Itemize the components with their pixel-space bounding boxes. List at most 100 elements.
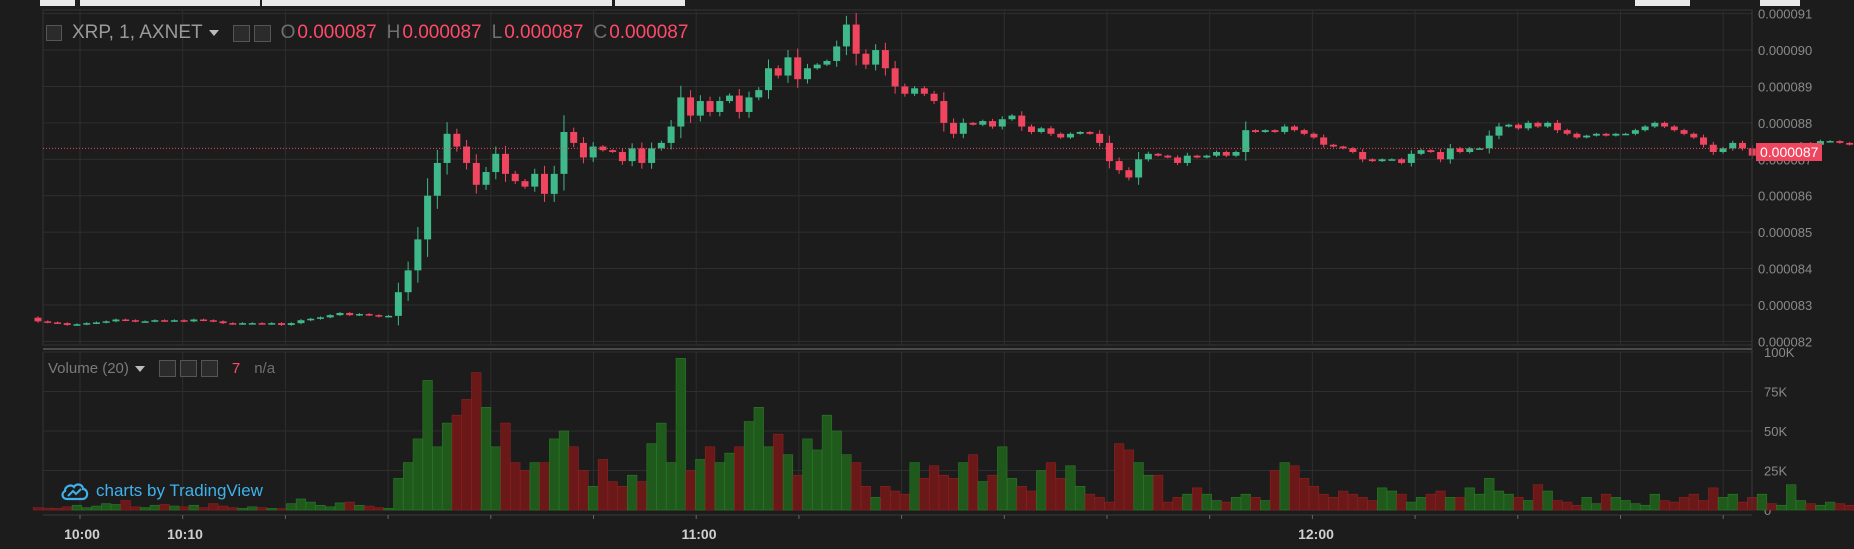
candle-body — [365, 314, 373, 316]
chevron-down-icon[interactable] — [208, 30, 219, 36]
candle-body — [122, 319, 130, 322]
volume-bar — [334, 502, 346, 511]
volume-bar — [1708, 487, 1719, 511]
top-toolbar-tab[interactable] — [40, 0, 75, 6]
volume-bar — [325, 506, 336, 511]
tradingview-branding[interactable]: charts by TradingView — [60, 480, 263, 502]
volume-bar — [549, 438, 560, 511]
candle-body — [550, 173, 558, 194]
volume-label[interactable]: Volume (20) — [48, 360, 129, 377]
open-symbol: O — [280, 22, 296, 43]
gear-icon[interactable] — [253, 24, 271, 42]
candle-body — [1096, 133, 1104, 143]
candle-body — [414, 239, 422, 271]
candle-body — [1066, 133, 1074, 138]
candle-body — [1203, 155, 1211, 158]
volume-bar — [110, 504, 122, 511]
volume-bar — [578, 470, 589, 511]
candle-body — [502, 153, 510, 174]
volume-bar — [247, 506, 258, 511]
volume-bar — [451, 414, 462, 511]
volume-bar — [909, 462, 920, 511]
volume-bar — [373, 507, 385, 511]
volume-bar — [227, 507, 238, 511]
candle-body — [599, 146, 607, 151]
close-icon[interactable] — [200, 360, 218, 377]
top-toolbar-strip — [80, 0, 260, 6]
candle-body — [1242, 130, 1250, 153]
volume-bar — [1279, 462, 1290, 511]
volume-bar — [1406, 501, 1417, 511]
volume-bar — [1065, 465, 1076, 511]
candle-body — [998, 119, 1006, 127]
candle-body — [73, 324, 81, 326]
volume-bar — [91, 505, 102, 511]
candle-body — [579, 142, 587, 158]
chevron-down-icon[interactable] — [134, 365, 145, 372]
volume-bar — [870, 497, 881, 511]
top-toolbar-strip — [1760, 0, 1800, 6]
candle-body — [794, 57, 802, 80]
x-tick-label: 11:00 — [681, 526, 716, 542]
candle-body — [687, 97, 695, 116]
volume-bar — [1221, 501, 1232, 511]
candle-body — [1047, 128, 1055, 134]
volume-bar — [1688, 493, 1699, 511]
volume-bar — [646, 443, 657, 511]
candle-body — [258, 323, 266, 325]
candle-body — [492, 153, 500, 173]
volume-bar — [1289, 465, 1300, 511]
volume-bar — [1620, 500, 1631, 511]
candle-body — [83, 323, 91, 325]
x-tick-label: 10:00 — [64, 526, 100, 542]
candle-body — [823, 60, 831, 65]
volume-bar — [1016, 485, 1027, 511]
volume-bar — [1104, 501, 1115, 511]
volume-bar — [1737, 501, 1748, 511]
candle-body — [1193, 155, 1201, 158]
volume-bar — [558, 430, 570, 511]
collapse-icon[interactable] — [46, 25, 62, 41]
candle-body — [813, 64, 821, 69]
candle-body — [667, 126, 675, 143]
volume-bar — [1581, 497, 1592, 511]
candle-body — [726, 95, 734, 102]
candle-body — [1105, 142, 1113, 162]
volume-bar — [636, 481, 647, 511]
symbol-label[interactable]: XRP, 1, AXNET — [72, 22, 203, 43]
top-toolbar-strip — [615, 0, 685, 6]
volume-bar — [1338, 490, 1349, 511]
candle-body — [1037, 128, 1045, 132]
gear-icon[interactable] — [179, 360, 197, 377]
volume-bar — [1844, 504, 1854, 511]
volume-bar — [1552, 500, 1563, 511]
candle-body — [1135, 159, 1143, 178]
volume-bar — [1756, 493, 1768, 511]
candle-body — [1271, 130, 1279, 132]
volume-bar — [665, 462, 677, 511]
volume-bar — [928, 465, 940, 511]
volume-bar — [1377, 487, 1388, 511]
candle-body — [1476, 148, 1484, 150]
volume-bar — [675, 358, 686, 511]
volume-bar — [441, 422, 453, 511]
candle-body — [1690, 133, 1698, 138]
y-tick-label: 0.000085 — [1758, 225, 1812, 240]
candle-body — [1057, 133, 1065, 138]
volume-bar — [217, 505, 229, 511]
volume-bar — [198, 507, 209, 511]
candle-body — [901, 86, 909, 94]
visibility-icon[interactable] — [158, 360, 176, 377]
volume-bar — [1776, 504, 1787, 511]
volume-bar — [490, 446, 501, 511]
volume-bar — [188, 504, 199, 511]
candle-body — [1622, 133, 1630, 136]
candle-body — [1602, 133, 1610, 136]
candle-body — [1310, 133, 1318, 138]
candle-body — [1670, 126, 1678, 131]
candle-body — [1485, 135, 1493, 149]
volume-ma-value: n/a — [254, 360, 276, 377]
visibility-icon[interactable] — [232, 24, 250, 42]
